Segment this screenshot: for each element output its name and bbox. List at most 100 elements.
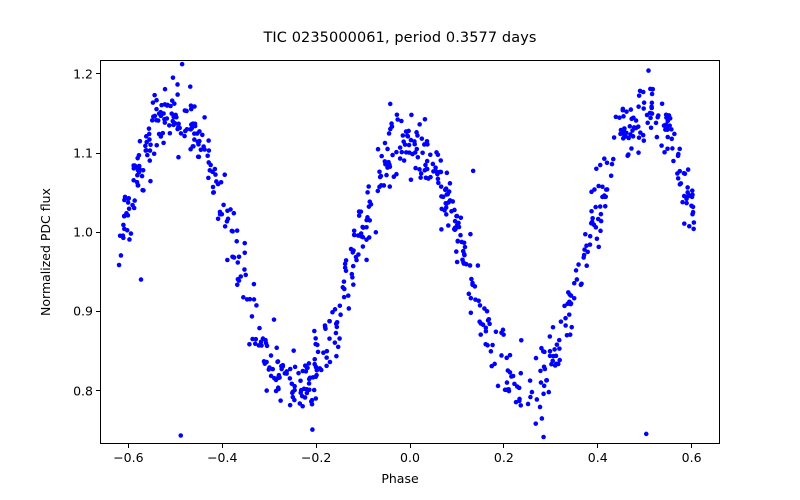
data-point [600, 194, 605, 200]
data-point [171, 122, 176, 128]
data-point [563, 323, 568, 328]
data-point [629, 116, 634, 122]
x-tick-mark [221, 444, 223, 448]
data-point [146, 126, 152, 131]
data-point [618, 127, 624, 133]
data-point [351, 248, 356, 253]
data-point [366, 235, 372, 240]
data-point [596, 183, 601, 189]
data-point [578, 282, 584, 288]
data-point [144, 139, 150, 145]
x-tick-mark [597, 444, 599, 448]
data-point-outlier [373, 230, 379, 235]
data-point [206, 138, 211, 143]
data-point [406, 142, 412, 148]
data-point [438, 158, 444, 163]
data-point [207, 168, 213, 173]
data-point [366, 184, 371, 189]
data-point [648, 115, 653, 121]
data-point [540, 349, 546, 354]
data-point [131, 178, 136, 183]
data-point [555, 361, 561, 367]
data-point [350, 263, 356, 269]
data-point [629, 146, 634, 151]
data-point [182, 133, 187, 139]
data-point [394, 112, 400, 118]
data-point [287, 366, 293, 372]
data-point [587, 233, 593, 239]
data-point [241, 295, 246, 300]
data-point [195, 154, 201, 160]
data-point [254, 303, 259, 308]
data-point [428, 174, 433, 180]
data-point [354, 257, 359, 263]
data-point [140, 187, 145, 193]
data-point [602, 156, 607, 162]
data-point [351, 228, 357, 234]
data-point [450, 199, 456, 204]
plot-area[interactable] [100, 60, 720, 444]
data-point [192, 131, 197, 136]
data-point [654, 134, 660, 140]
data-point [627, 124, 633, 129]
data-point [382, 140, 388, 146]
data-point [307, 387, 312, 393]
data-point [603, 194, 609, 200]
data-point [641, 100, 647, 105]
data-point [568, 301, 574, 306]
data-point [553, 353, 559, 359]
data-point [484, 309, 490, 314]
data-point [188, 122, 194, 127]
data-point [596, 244, 602, 250]
data-point [386, 131, 392, 136]
data-point [170, 75, 176, 80]
data-point [456, 220, 461, 226]
data-point [235, 276, 241, 282]
data-point [533, 421, 539, 426]
data-point [225, 257, 230, 263]
data-point [408, 177, 414, 183]
data-point [621, 114, 626, 119]
data-point-outlier [178, 433, 184, 438]
data-point [525, 401, 531, 407]
data-point [588, 221, 594, 226]
data-point [314, 372, 319, 378]
data-point [636, 104, 641, 109]
data-point [300, 403, 305, 409]
data-point [311, 387, 317, 393]
data-point [462, 244, 468, 250]
data-point [682, 221, 687, 226]
data-point [342, 261, 348, 267]
data-point [417, 167, 422, 172]
data-point [312, 356, 318, 362]
data-point [691, 220, 697, 225]
data-point [486, 316, 492, 322]
data-point [405, 134, 411, 139]
data-point [582, 247, 587, 252]
data-point [290, 394, 296, 400]
data-point [156, 131, 162, 137]
data-point [356, 252, 361, 257]
data-point [175, 82, 180, 87]
data-point [395, 117, 400, 122]
data-point [506, 386, 511, 392]
data-point [500, 327, 506, 333]
data-point [242, 267, 247, 272]
data-point [689, 188, 695, 193]
data-point [442, 208, 447, 213]
data-point [337, 303, 343, 309]
y-tick-mark [96, 310, 100, 312]
data-point [563, 315, 568, 321]
data-point [264, 343, 270, 349]
data-point [282, 371, 288, 376]
data-point [418, 175, 423, 180]
data-point [472, 284, 478, 289]
data-point [665, 134, 671, 140]
data-point [562, 303, 567, 309]
data-point [518, 403, 524, 408]
data-point [581, 255, 586, 260]
data-point [410, 151, 415, 157]
data-point [568, 293, 574, 298]
data-point [590, 215, 595, 221]
